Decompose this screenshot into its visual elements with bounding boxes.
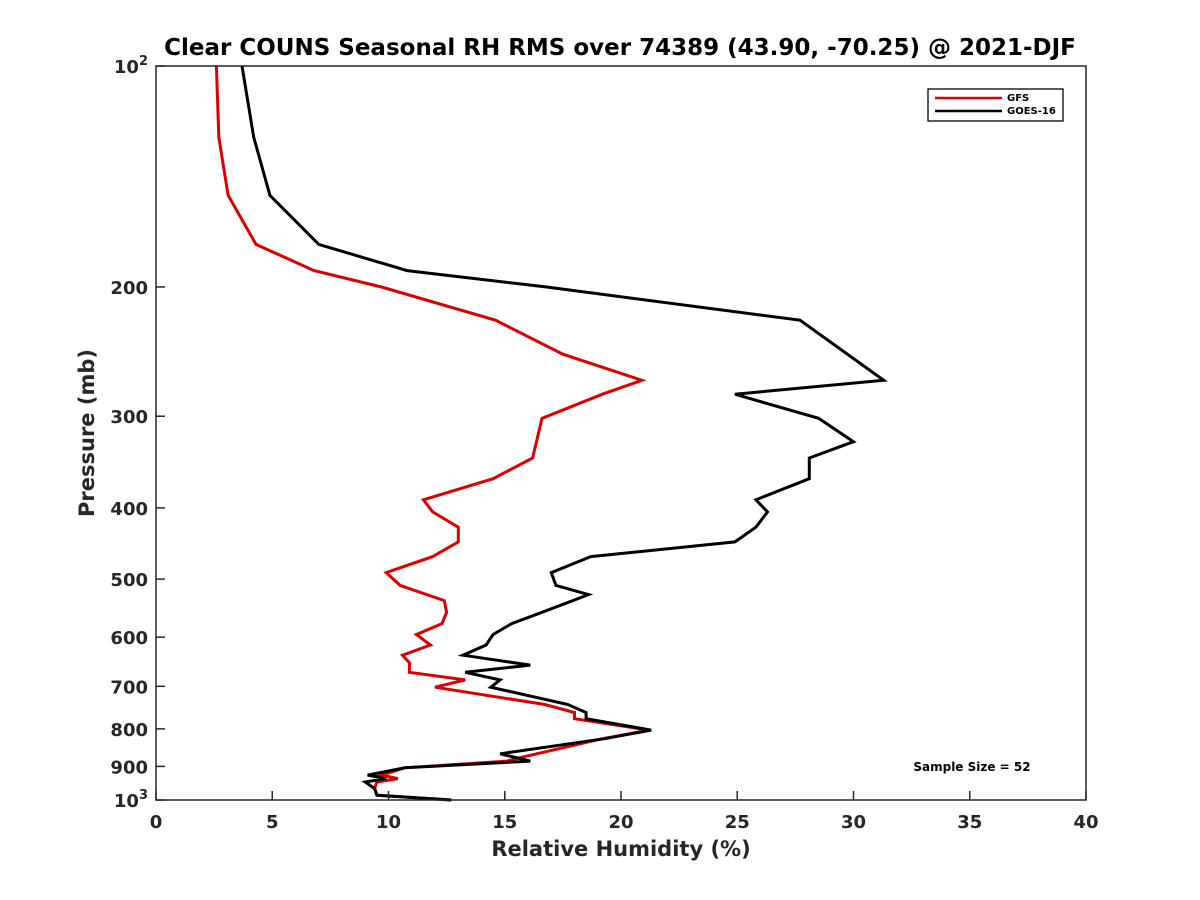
y-tick-label: 500 bbox=[110, 570, 148, 591]
series-line-gfs bbox=[214, 65, 650, 802]
y-tick-label: 103 bbox=[114, 788, 148, 812]
x-tick-label: 40 bbox=[1073, 812, 1098, 833]
x-tick-label: 25 bbox=[725, 812, 750, 833]
x-axis: 0 5 10 15 20 25 30 35 40 bbox=[150, 791, 1099, 833]
y-tick-label: 102 bbox=[114, 54, 148, 78]
sample-size-annotation: Sample Size = 52 bbox=[913, 760, 1030, 774]
x-tick-label: 0 bbox=[150, 812, 163, 833]
x-tick-label: 15 bbox=[492, 812, 517, 833]
x-tick-label: 35 bbox=[957, 812, 982, 833]
plot-area bbox=[155, 65, 1087, 801]
legend-label-gfs: GFS bbox=[1007, 93, 1029, 104]
legend-box bbox=[927, 88, 1064, 122]
legend-label-goes-16: GOES-16 bbox=[1007, 106, 1056, 117]
y-tick-label: 800 bbox=[110, 720, 148, 741]
legend: GFS GOES-16 bbox=[927, 88, 1064, 122]
y-tick-label: 600 bbox=[110, 628, 148, 649]
y-axis: 102 200 300 400 500 600 700 800 900 103 bbox=[110, 54, 165, 812]
x-tick-label: 10 bbox=[376, 812, 401, 833]
series-line-goes-16 bbox=[240, 65, 888, 802]
y-axis-label: Pressure (mb) bbox=[75, 349, 99, 517]
x-axis-label: Relative Humidity (%) bbox=[491, 837, 750, 861]
y-tick-label: 700 bbox=[110, 677, 148, 698]
series-layer bbox=[214, 65, 888, 802]
y-tick-label: 400 bbox=[110, 499, 148, 520]
y-tick-label: 200 bbox=[110, 278, 148, 299]
y-tick-label: 300 bbox=[110, 407, 148, 428]
chart-title: Clear COUNS Seasonal RH RMS over 74389 (… bbox=[164, 35, 1076, 61]
y-tick-label: 900 bbox=[110, 757, 148, 778]
x-tick-label: 30 bbox=[841, 812, 866, 833]
x-tick-label: 20 bbox=[608, 812, 633, 833]
x-tick-label: 5 bbox=[266, 812, 279, 833]
